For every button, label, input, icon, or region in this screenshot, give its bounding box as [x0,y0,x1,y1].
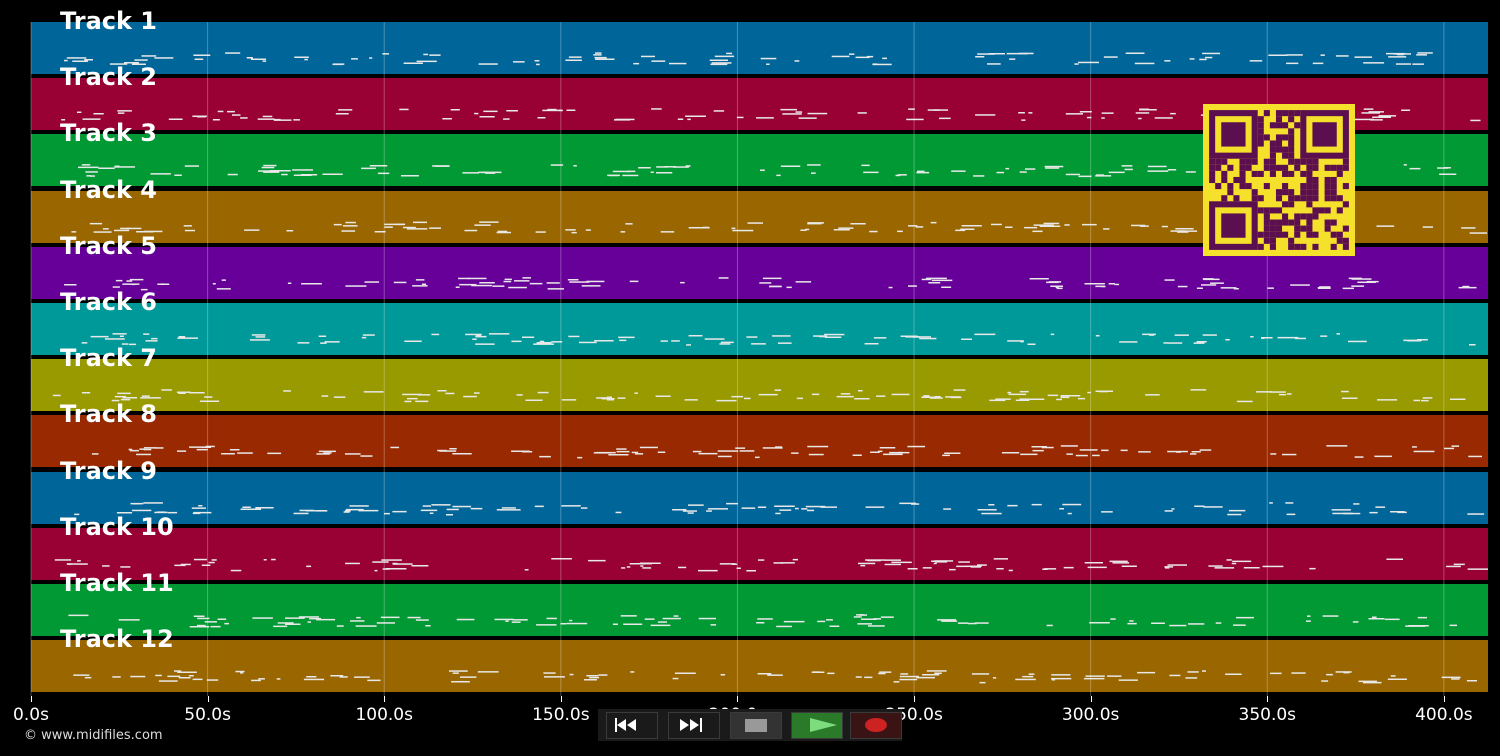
track-lane[interactable] [31,303,1488,357]
track-lane[interactable] [31,359,1488,414]
copyright-notice: © www.midifiles.com [24,728,163,743]
note-strip [52,389,1466,403]
tick-mark [914,696,916,702]
tick-mark [1090,696,1092,702]
record-button[interactable] [850,712,902,739]
tick-label: 0.0s [13,705,49,725]
track-lane[interactable] [31,584,1488,638]
note-strip [73,670,1477,684]
note-strip [54,557,1488,572]
track-label: Track 12 [60,625,174,654]
track-label: Track 10 [60,512,174,541]
tick-label: 300.0s [1061,705,1120,725]
tick-label: 150.0s [532,705,590,725]
track-lane[interactable] [31,22,1488,76]
track-label: Track 1 [60,7,158,35]
transport-controls [598,709,902,741]
note-strip [91,445,1482,459]
track-label: Track 2 [60,63,158,92]
track-label: Track 7 [60,344,158,373]
track-label: Track 4 [60,175,158,204]
play-button[interactable] [791,712,843,739]
stop-icon [745,719,767,732]
piano-roll[interactable] [31,22,1488,696]
fast-forward-button[interactable] [668,712,720,739]
note-strip [64,276,1477,291]
tick-mark [560,696,562,702]
tick-label: 50.0s [184,705,231,725]
note-strip [68,614,1457,628]
track-label: Track 8 [60,400,158,429]
track-label: Track 11 [60,569,174,597]
tick-mark [1443,696,1445,702]
qr-code [1203,104,1355,256]
track-label: Track 9 [60,456,158,485]
track-label: Track 3 [60,119,158,148]
fast-forward-icon [680,718,702,732]
track-lane[interactable] [31,415,1488,470]
stop-button[interactable] [730,712,782,739]
rewind-icon [615,718,636,732]
note-strip [81,333,1476,346]
tick-label: 400.0s [1415,705,1473,725]
tick-mark [384,696,386,702]
tick-label: 100.0s [355,705,413,725]
tick-mark [737,696,739,702]
track-lane[interactable] [31,527,1488,582]
note-strip [64,52,1433,66]
note-strip [74,501,1485,516]
track-label: Track 5 [60,231,158,260]
record-icon [865,718,887,732]
tick-mark [31,696,32,702]
rewind-button[interactable] [606,712,658,739]
track-lane[interactable] [31,640,1488,695]
tick-mark [207,696,209,702]
tick-mark [1267,696,1269,702]
play-icon [810,718,837,732]
track-lane[interactable] [31,471,1488,526]
tick-label: 350.0s [1238,705,1297,725]
track-label: Track 6 [60,288,158,316]
